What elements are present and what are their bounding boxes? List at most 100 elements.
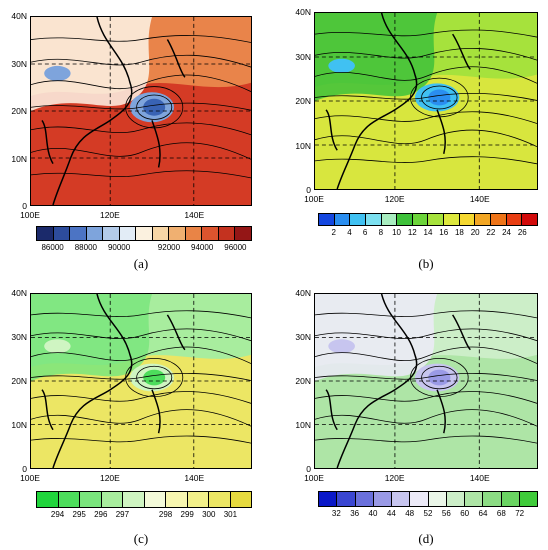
y-tick-label: 0 xyxy=(306,185,311,195)
contour-lines xyxy=(315,29,537,165)
x-tick-label: 120E xyxy=(99,473,120,483)
colorbar-swatch xyxy=(428,214,445,225)
colorbar-label: 296 xyxy=(94,510,108,519)
colorbar xyxy=(36,226,252,241)
colorbar-swatch xyxy=(428,492,447,506)
colorbar-label: 22 xyxy=(486,228,496,237)
x-tick-label: 120E xyxy=(384,194,405,204)
y-tick-label: 40N xyxy=(295,288,311,298)
y-tick-label: 30N xyxy=(295,51,311,62)
colorbar-label: 4 xyxy=(347,228,352,237)
colorbar-label: 40 xyxy=(368,509,378,518)
colorbar-label: 44 xyxy=(386,509,396,518)
x-tick-label: 100E xyxy=(20,210,40,220)
colorbar-swatch xyxy=(522,214,537,225)
colorbar-swatch xyxy=(483,492,502,506)
x-tick-label: 140E xyxy=(469,194,490,204)
y-tick-label: 10N xyxy=(11,153,27,164)
colorbar-swatch xyxy=(506,214,523,225)
contour-lines xyxy=(31,310,251,444)
map-plot xyxy=(30,293,252,469)
colorbar-swatch xyxy=(103,227,120,240)
colorbar-label: 294 xyxy=(50,510,65,519)
panel-caption: (a) xyxy=(133,256,149,271)
y-tick-label: 30N xyxy=(295,332,311,342)
field-plateau xyxy=(315,294,438,381)
map-plot xyxy=(314,293,538,469)
colorbar-label: 14 xyxy=(423,228,433,237)
colorbar-swatch xyxy=(123,492,145,507)
colorbar-label: 56 xyxy=(441,509,451,518)
field-anomaly-west xyxy=(44,339,71,354)
colorbar xyxy=(318,491,538,507)
colorbar-label: 48 xyxy=(405,509,415,518)
colorbar-swatch xyxy=(53,227,71,240)
colorbar-swatch xyxy=(334,214,351,225)
colorbar-swatch xyxy=(80,492,102,507)
colorbar-label: 20 xyxy=(470,228,480,237)
colorbar-label: 6 xyxy=(362,228,368,237)
x-tick-label: 140E xyxy=(184,210,205,220)
colorbar-swatch xyxy=(119,227,137,240)
colorbar-swatch xyxy=(412,214,429,225)
colorbar-label: 36 xyxy=(350,509,360,518)
map-plot xyxy=(30,16,252,206)
colorbar-label: 26 xyxy=(517,228,527,237)
x-tick-label: 120E xyxy=(99,210,120,220)
colorbar-label: 297 xyxy=(115,510,130,519)
y-tick-label: 10N xyxy=(11,420,27,430)
x-tick-label: 120E xyxy=(384,473,405,483)
panel-caption: (d) xyxy=(418,531,434,546)
panel-b: 40N 30N 20N 10N 0 100E 120E 140E 2 4 6 8 10 12 14 16 18 2… xyxy=(274,0,548,275)
colorbar-swatch xyxy=(230,492,251,507)
colorbar-label: 16 xyxy=(439,228,449,237)
colorbar-swatch xyxy=(166,492,188,507)
y-tick-label: 30N xyxy=(11,58,27,69)
field-anomaly-west xyxy=(328,58,355,73)
coastline xyxy=(41,17,186,205)
field-anomaly-west xyxy=(44,65,71,81)
y-tick-label: 0 xyxy=(22,464,27,474)
coastline xyxy=(41,294,186,468)
colorbar-label: 32 xyxy=(331,509,341,518)
colorbar-label: 94000 xyxy=(191,243,214,252)
colorbar-label: 86000 xyxy=(41,243,64,252)
map-plot xyxy=(314,12,538,190)
field-anomaly-core xyxy=(428,89,451,106)
y-tick-label: 30N xyxy=(11,332,27,342)
y-tick-label: 0 xyxy=(22,201,27,211)
field-anomaly-core xyxy=(143,98,166,116)
y-tick-label: 10N xyxy=(295,140,311,151)
colorbar-label: 8 xyxy=(378,228,384,237)
colorbar-swatch xyxy=(365,214,382,225)
colorbar-label: 299 xyxy=(180,510,194,519)
colorbar-label: 96000 xyxy=(224,243,247,252)
gridlines xyxy=(31,294,251,468)
colorbar-swatch xyxy=(381,214,398,225)
colorbar-swatch xyxy=(218,227,236,240)
colorbar-swatch xyxy=(397,214,413,225)
colorbar-label: 18 xyxy=(454,228,464,237)
colorbar-swatch xyxy=(169,227,186,240)
colorbar-label: 88000 xyxy=(74,243,97,252)
colorbar-swatch xyxy=(58,492,80,507)
colorbar-swatch xyxy=(187,492,209,507)
y-tick-label: 20N xyxy=(295,376,311,386)
colorbar-swatch xyxy=(152,227,170,240)
colorbar-label: 295 xyxy=(72,510,86,519)
gridlines xyxy=(315,13,537,189)
colorbar-label: 300 xyxy=(202,510,216,519)
colorbar-label: 60 xyxy=(460,509,470,518)
colorbar-label: 92000 xyxy=(157,243,181,252)
field-plateau xyxy=(31,294,152,381)
y-tick-label: 20N xyxy=(295,96,311,106)
colorbar-swatch xyxy=(101,492,123,507)
colorbar-swatch xyxy=(350,214,366,225)
colorbar-swatch xyxy=(337,492,356,506)
field-anomaly-core xyxy=(143,369,166,386)
colorbar-swatch xyxy=(319,492,338,506)
colorbar-swatch xyxy=(459,214,476,225)
panel-caption: (b) xyxy=(418,256,434,271)
x-tick-label: 100E xyxy=(304,473,324,483)
y-tick-label: 40N xyxy=(295,7,311,17)
